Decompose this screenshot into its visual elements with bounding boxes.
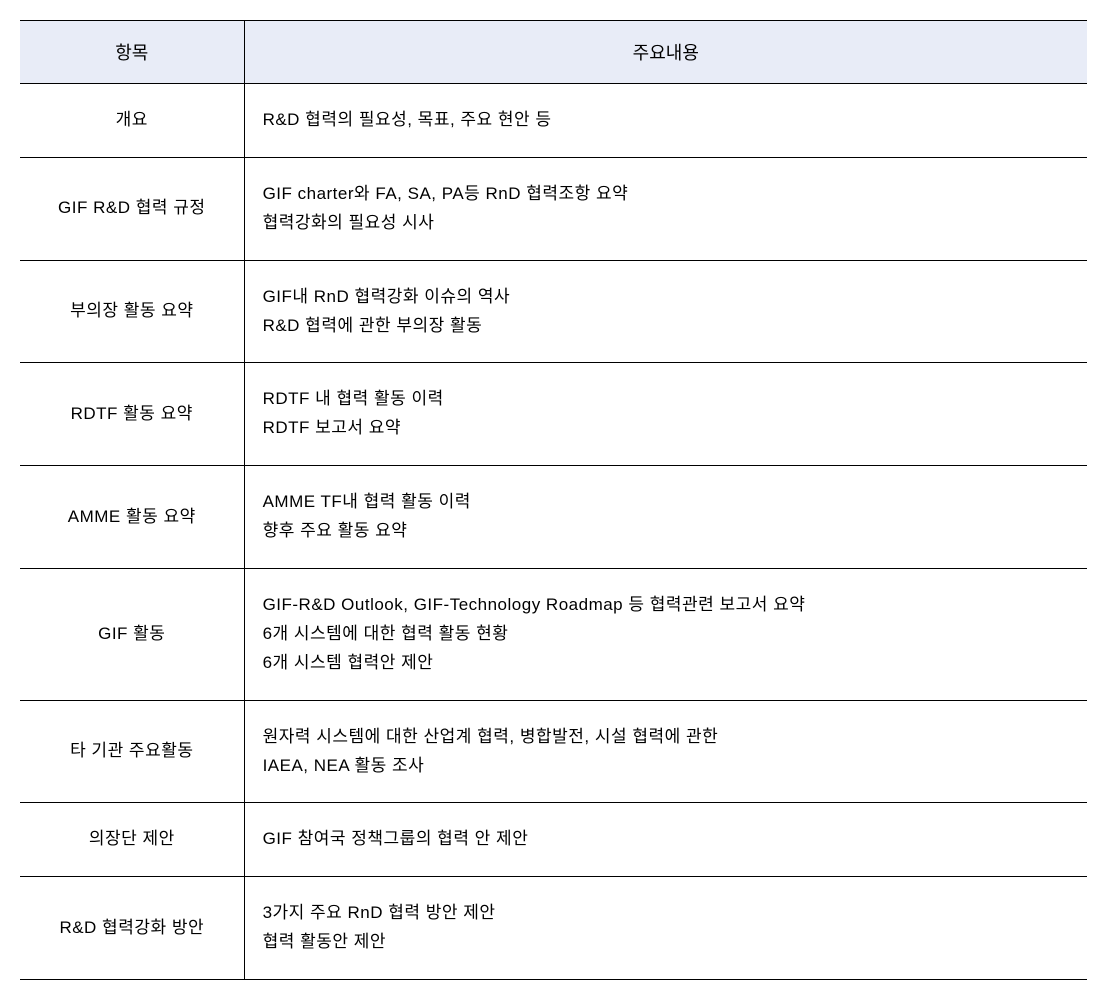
content-line: 3가지 주요 RnD 협력 방안 제안 — [263, 899, 1071, 928]
header-item: 항목 — [20, 21, 244, 84]
table-row: 타 기관 주요활동 원자력 시스템에 대한 산업계 협력, 병합발전, 시설 협… — [20, 700, 1087, 803]
row-item: GIF 활동 — [20, 569, 244, 701]
table-row: AMME 활동 요약 AMME TF내 협력 활동 이력 향후 주요 활동 요약 — [20, 466, 1087, 569]
row-item: 부의장 활동 요약 — [20, 260, 244, 363]
row-item: GIF R&D 협력 규정 — [20, 157, 244, 260]
table-row: R&D 협력강화 방안 3가지 주요 RnD 협력 방안 제안 협력 활동안 제… — [20, 877, 1087, 980]
table-body: 개요 R&D 협력의 필요성, 목표, 주요 현안 등 GIF R&D 협력 규… — [20, 84, 1087, 980]
content-line: 협력강화의 필요성 시사 — [263, 209, 1071, 238]
row-content: R&D 협력의 필요성, 목표, 주요 현안 등 — [244, 84, 1087, 158]
content-line: 6개 시스템에 대한 협력 활동 현황 — [263, 620, 1071, 649]
content-line: 원자력 시스템에 대한 산업계 협력, 병합발전, 시설 협력에 관한 — [263, 723, 1071, 752]
row-content: AMME TF내 협력 활동 이력 향후 주요 활동 요약 — [244, 466, 1087, 569]
content-line: IAEA, NEA 활동 조사 — [263, 752, 1071, 781]
content-line: 협력 활동안 제안 — [263, 928, 1071, 957]
content-line: AMME TF내 협력 활동 이력 — [263, 488, 1071, 517]
table-row: 개요 R&D 협력의 필요성, 목표, 주요 현안 등 — [20, 84, 1087, 158]
table-row: 의장단 제안 GIF 참여국 정책그룹의 협력 안 제안 — [20, 803, 1087, 877]
content-line: RDTF 내 협력 활동 이력 — [263, 385, 1071, 414]
row-content: 3가지 주요 RnD 협력 방안 제안 협력 활동안 제안 — [244, 877, 1087, 980]
row-item: 개요 — [20, 84, 244, 158]
row-item: 의장단 제안 — [20, 803, 244, 877]
header-content: 주요내용 — [244, 21, 1087, 84]
content-line: GIF-R&D Outlook, GIF-Technology Roadmap … — [263, 591, 1071, 620]
row-content: 원자력 시스템에 대한 산업계 협력, 병합발전, 시설 협력에 관한 IAEA… — [244, 700, 1087, 803]
row-content: GIF 참여국 정책그룹의 협력 안 제안 — [244, 803, 1087, 877]
content-line: GIF charter와 FA, SA, PA등 RnD 협력조항 요약 — [263, 180, 1071, 209]
row-item: AMME 활동 요약 — [20, 466, 244, 569]
table-row: GIF 활동 GIF-R&D Outlook, GIF-Technology R… — [20, 569, 1087, 701]
row-item: R&D 협력강화 방안 — [20, 877, 244, 980]
row-item: 타 기관 주요활동 — [20, 700, 244, 803]
header-row: 항목 주요내용 — [20, 21, 1087, 84]
content-line: GIF내 RnD 협력강화 이슈의 역사 — [263, 283, 1071, 312]
content-line: GIF 참여국 정책그룹의 협력 안 제안 — [263, 825, 1071, 854]
data-table: 항목 주요내용 개요 R&D 협력의 필요성, 목표, 주요 현안 등 GIF … — [20, 20, 1087, 980]
content-line: 향후 주요 활동 요약 — [263, 517, 1071, 546]
content-line: RDTF 보고서 요약 — [263, 414, 1071, 443]
table-row: 부의장 활동 요약 GIF내 RnD 협력강화 이슈의 역사 R&D 협력에 관… — [20, 260, 1087, 363]
row-content: GIF내 RnD 협력강화 이슈의 역사 R&D 협력에 관한 부의장 활동 — [244, 260, 1087, 363]
table-row: GIF R&D 협력 규정 GIF charter와 FA, SA, PA등 R… — [20, 157, 1087, 260]
row-content: RDTF 내 협력 활동 이력 RDTF 보고서 요약 — [244, 363, 1087, 466]
row-item: RDTF 활동 요약 — [20, 363, 244, 466]
row-content: GIF-R&D Outlook, GIF-Technology Roadmap … — [244, 569, 1087, 701]
content-line: 6개 시스템 협력안 제안 — [263, 649, 1071, 678]
table-header: 항목 주요내용 — [20, 21, 1087, 84]
content-line: R&D 협력에 관한 부의장 활동 — [263, 312, 1071, 341]
row-content: GIF charter와 FA, SA, PA등 RnD 협력조항 요약 협력강… — [244, 157, 1087, 260]
table-row: RDTF 활동 요약 RDTF 내 협력 활동 이력 RDTF 보고서 요약 — [20, 363, 1087, 466]
content-line: R&D 협력의 필요성, 목표, 주요 현안 등 — [263, 106, 1071, 135]
